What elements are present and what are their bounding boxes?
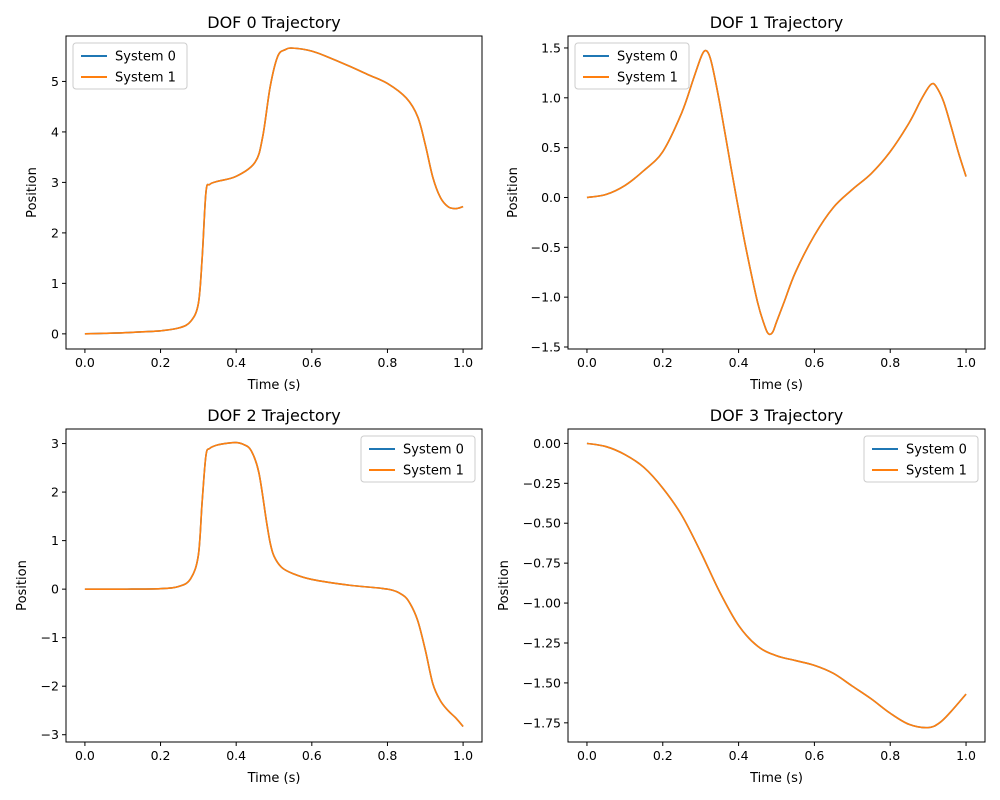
y-tick-label: −0.75: [523, 556, 561, 571]
y-tick-label: 0.5: [541, 140, 561, 155]
chart-panel-3: DOF 3 Trajectory 0.0 0.2 0.4 0.6 0.8 1.0 −1.75 −…: [497, 406, 986, 786]
y-tick-label: −1.0: [531, 290, 561, 305]
y-tick-label: −0.25: [523, 476, 561, 491]
x-tick-label: 0.4: [226, 355, 246, 370]
legend-entry: System 1: [115, 71, 176, 86]
y-tick-label: −1.75: [523, 715, 561, 730]
series-line-system-1: [84, 441, 464, 727]
y-tick-label: −2: [41, 679, 59, 694]
x-tick-label: 1.0: [956, 355, 976, 370]
x-tick-label: 0.8: [880, 355, 900, 370]
y-tick-label: 2: [51, 485, 59, 500]
legend: System 0 System 1: [360, 435, 476, 483]
y-tick-label: 3: [51, 436, 59, 451]
x-tick-label: 0.4: [729, 748, 749, 763]
y-tick-label: 1: [51, 533, 59, 548]
x-axis-label: Time (s): [247, 771, 301, 786]
legend-entry: System 1: [403, 464, 464, 479]
x-tick-label: 0.6: [302, 355, 322, 370]
y-tick-label: 4: [51, 124, 59, 139]
x-tick-label: 1.0: [956, 748, 976, 763]
legend: System 0 System 1: [72, 42, 188, 90]
y-tick-label: −3: [41, 727, 59, 742]
y-tick-label: 0.00: [533, 436, 561, 451]
x-tick-label: 0.2: [151, 355, 171, 370]
y-tick-label: 1.5: [541, 40, 561, 55]
y-tick-label: 3: [51, 175, 59, 190]
y-tick-label: 2: [51, 225, 59, 240]
y-axis-label: Position: [25, 167, 40, 218]
y-tick-label: 5: [51, 74, 59, 89]
y-tick-label: 0: [51, 326, 59, 341]
y-tick-label: −1.25: [523, 635, 561, 650]
x-axis-label: Time (s): [749, 378, 803, 393]
chart-title: DOF 1 Trajectory: [710, 13, 843, 32]
chart-panel-2: DOF 2 Trajectory 0.0 0.2 0.4 0.6 0.8 1.0 −3 −2 −1…: [15, 406, 483, 786]
chart-panel-0: DOF 0 Trajectory 0.0 0.2 0.4 0.6 0.8 1.0 0 1 2 3 4 5…: [25, 13, 483, 393]
legend-entry: System 0: [403, 443, 464, 458]
x-tick-label: 1.0: [453, 355, 473, 370]
x-tick-label: 0.8: [378, 355, 398, 370]
legend-entry: System 0: [617, 50, 678, 65]
legend-entry: System 1: [617, 71, 678, 86]
chart-title: DOF 0 Trajectory: [207, 13, 340, 32]
x-tick-label: 1.0: [453, 748, 473, 763]
x-tick-label: 0.8: [378, 748, 398, 763]
x-tick-label: 0.0: [577, 355, 597, 370]
series-line-system-1: [586, 442, 967, 729]
x-axis-label: Time (s): [749, 771, 803, 786]
y-axis-label: Position: [15, 560, 30, 611]
legend-entry: System 0: [906, 443, 967, 458]
legend: System 0 System 1: [574, 42, 690, 90]
y-axis-label: Position: [506, 167, 521, 218]
series-line-system-1: [586, 49, 967, 336]
x-tick-label: 0.6: [302, 748, 322, 763]
chart-title: DOF 3 Trajectory: [710, 406, 843, 425]
x-tick-label: 0.0: [75, 748, 95, 763]
x-tick-label: 0.0: [75, 355, 95, 370]
legend-entry: System 1: [906, 464, 967, 479]
x-tick-label: 0.6: [804, 748, 824, 763]
x-tick-label: 0.6: [804, 355, 824, 370]
x-tick-label: 0.2: [653, 355, 673, 370]
y-tick-label: −0.5: [531, 240, 561, 255]
y-tick-label: −1.00: [523, 596, 561, 611]
x-tick-label: 0.4: [729, 355, 749, 370]
series-line-system-1: [84, 47, 464, 335]
x-tick-label: 0.8: [880, 748, 900, 763]
legend: System 0 System 1: [863, 435, 979, 483]
x-tick-label: 0.2: [151, 748, 171, 763]
legend-entry: System 0: [115, 50, 176, 65]
chart-panel-1: DOF 1 Trajectory 0.0 0.2 0.4 0.6 0.8 1.0 −1.5 −1…: [506, 13, 986, 393]
y-tick-label: −0.50: [523, 516, 561, 531]
y-tick-label: 1.0: [541, 90, 561, 105]
x-axis-label: Time (s): [247, 378, 301, 393]
y-tick-label: −1.50: [523, 675, 561, 690]
y-tick-label: −1.5: [531, 340, 561, 355]
x-tick-label: 0.4: [226, 748, 246, 763]
y-tick-label: 0: [51, 582, 59, 597]
y-tick-label: 0.0: [541, 190, 561, 205]
x-tick-label: 0.0: [577, 748, 597, 763]
y-tick-label: 1: [51, 276, 59, 291]
chart-title: DOF 2 Trajectory: [207, 406, 340, 425]
x-tick-label: 0.2: [653, 748, 673, 763]
y-axis-label: Position: [497, 560, 512, 611]
y-tick-label: −1: [41, 630, 59, 645]
